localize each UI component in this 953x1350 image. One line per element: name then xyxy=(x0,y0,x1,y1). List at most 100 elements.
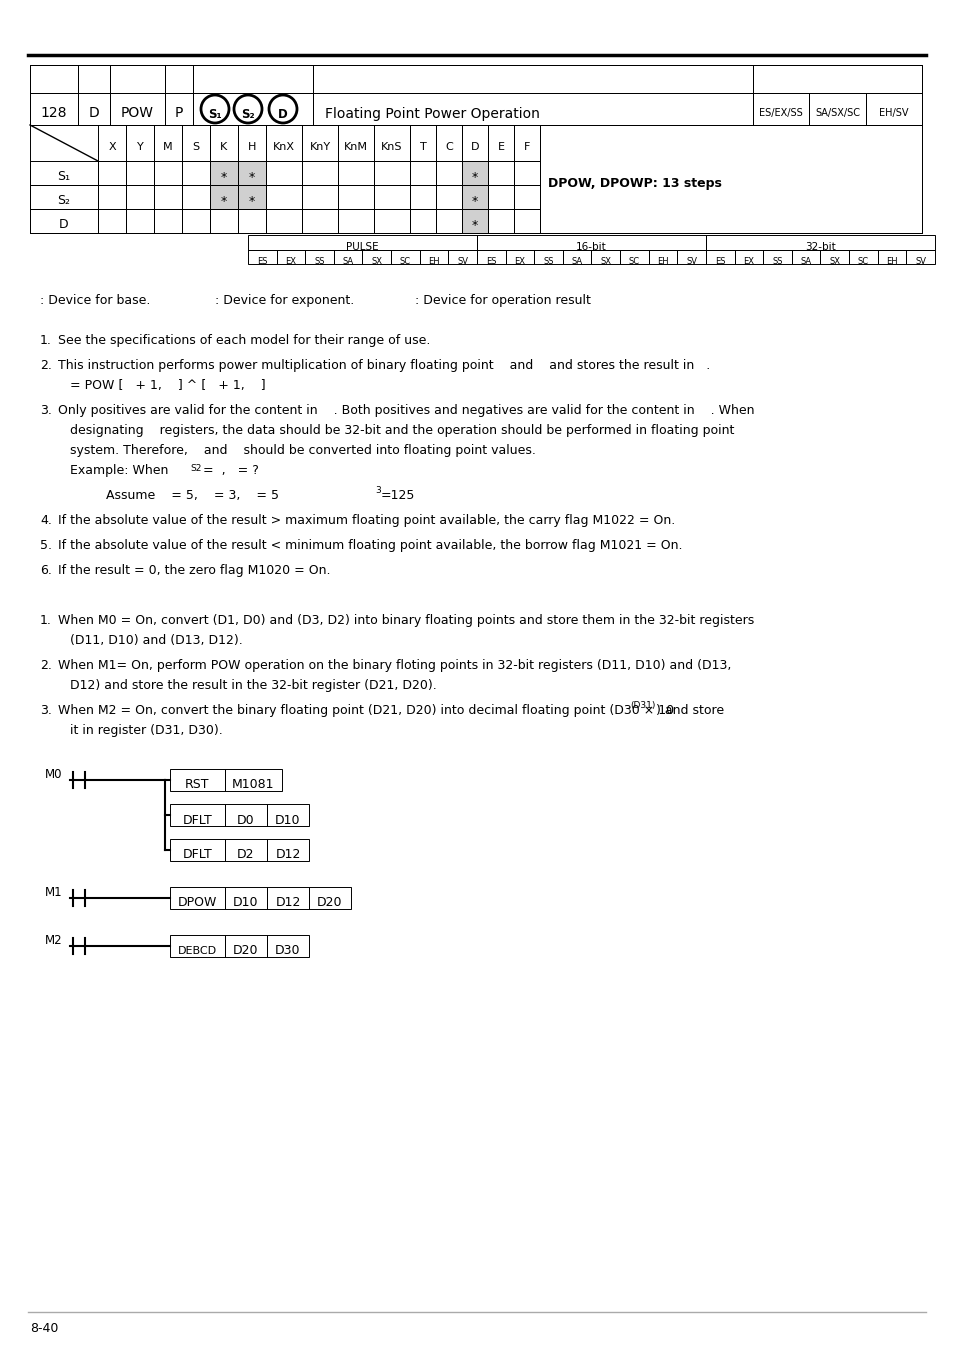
Text: H: H xyxy=(248,142,256,153)
Bar xyxy=(410,209,436,234)
Text: SV: SV xyxy=(914,256,925,266)
Bar xyxy=(410,161,436,185)
Bar xyxy=(302,161,337,185)
Bar xyxy=(30,65,921,93)
Text: DPOW: DPOW xyxy=(177,896,217,910)
Text: 5.: 5. xyxy=(40,539,52,552)
Text: KnX: KnX xyxy=(273,142,294,153)
Bar xyxy=(734,250,762,265)
Text: (D31): (D31) xyxy=(629,701,655,710)
Text: 3.: 3. xyxy=(40,404,51,417)
Text: S: S xyxy=(193,142,199,153)
Text: SS: SS xyxy=(543,256,554,266)
Bar xyxy=(237,161,266,185)
Text: M0: M0 xyxy=(45,768,63,782)
Text: (D11, D10) and (D13, D12).: (D11, D10) and (D13, D12). xyxy=(58,634,242,647)
Bar xyxy=(337,185,374,209)
Bar xyxy=(436,126,461,161)
Text: PULSE: PULSE xyxy=(346,242,378,251)
Text: If the absolute value of the result > maximum floating point available, the carr: If the absolute value of the result > ma… xyxy=(58,514,675,526)
Bar xyxy=(182,209,210,234)
Bar xyxy=(210,185,237,209)
Text: ES/EX/SS: ES/EX/SS xyxy=(759,108,802,117)
Bar xyxy=(170,769,225,791)
Bar xyxy=(210,126,237,161)
Bar xyxy=(436,161,461,185)
Bar xyxy=(30,93,921,126)
Bar xyxy=(461,209,488,234)
Bar xyxy=(752,93,808,126)
Text: If the result = 0, the zero flag M1020 = On.: If the result = 0, the zero flag M1020 =… xyxy=(58,564,330,576)
Bar xyxy=(436,185,461,209)
Text: T: T xyxy=(419,142,426,153)
Bar xyxy=(705,250,734,265)
Bar xyxy=(309,887,351,909)
Bar xyxy=(302,209,337,234)
Bar xyxy=(266,209,302,234)
Bar xyxy=(305,250,334,265)
Bar xyxy=(374,209,410,234)
Text: S₂: S₂ xyxy=(241,108,254,120)
Bar xyxy=(267,887,309,909)
Bar xyxy=(302,185,337,209)
Bar xyxy=(461,185,488,209)
Bar xyxy=(210,161,237,185)
Bar xyxy=(791,250,820,265)
Text: DFLT: DFLT xyxy=(182,814,213,826)
Bar xyxy=(182,185,210,209)
Text: When M0 = On, convert (D1, D0) and (D3, D2) into binary floating points and stor: When M0 = On, convert (D1, D0) and (D3, … xyxy=(58,614,754,626)
Text: E: E xyxy=(497,142,504,153)
Bar xyxy=(30,65,78,126)
Bar xyxy=(225,887,267,909)
Text: it in register (D31, D30).: it in register (D31, D30). xyxy=(58,724,222,737)
Bar xyxy=(677,250,705,265)
Text: SX: SX xyxy=(371,256,382,266)
Text: KnY: KnY xyxy=(309,142,331,153)
Bar xyxy=(374,161,410,185)
Text: 1.: 1. xyxy=(40,614,51,626)
Text: 3.: 3. xyxy=(40,703,51,717)
Bar xyxy=(225,838,267,861)
Bar xyxy=(30,126,921,234)
Bar xyxy=(374,185,410,209)
Bar xyxy=(170,887,225,909)
Text: M2: M2 xyxy=(45,934,63,946)
Text: D: D xyxy=(89,107,99,120)
Text: D: D xyxy=(470,142,478,153)
Bar xyxy=(476,250,505,265)
Bar xyxy=(391,250,419,265)
Text: DEBCD: DEBCD xyxy=(178,946,217,956)
Bar xyxy=(808,93,864,126)
Bar xyxy=(461,126,488,161)
Text: =  ,   = ?: = , = ? xyxy=(203,464,258,477)
Bar xyxy=(410,126,436,161)
Text: EX: EX xyxy=(285,256,296,266)
Text: SC: SC xyxy=(857,256,868,266)
Bar xyxy=(488,209,514,234)
Text: SS: SS xyxy=(772,256,782,266)
Bar xyxy=(848,250,877,265)
Text: SX: SX xyxy=(599,256,611,266)
Bar xyxy=(170,936,225,957)
Text: SA: SA xyxy=(800,256,811,266)
Bar xyxy=(488,185,514,209)
Bar xyxy=(334,250,362,265)
Text: EH/SV: EH/SV xyxy=(878,108,907,117)
Text: : Device for operation result: : Device for operation result xyxy=(415,294,590,306)
Bar xyxy=(126,185,153,209)
Bar xyxy=(514,185,539,209)
Bar xyxy=(266,126,302,161)
Text: D10: D10 xyxy=(275,814,300,826)
Bar xyxy=(514,126,539,161)
Bar xyxy=(877,250,905,265)
Text: D2: D2 xyxy=(237,849,254,861)
Text: 2.: 2. xyxy=(40,659,51,672)
Bar xyxy=(237,209,266,234)
Text: 4.: 4. xyxy=(40,514,51,526)
Text: M: M xyxy=(163,142,172,153)
Text: =125: =125 xyxy=(380,489,415,502)
Text: SS: SS xyxy=(314,256,324,266)
Bar xyxy=(126,126,153,161)
Text: system. Therefore,    and    should be converted into floating point values.: system. Therefore, and should be convert… xyxy=(58,444,536,458)
Bar xyxy=(476,235,705,250)
